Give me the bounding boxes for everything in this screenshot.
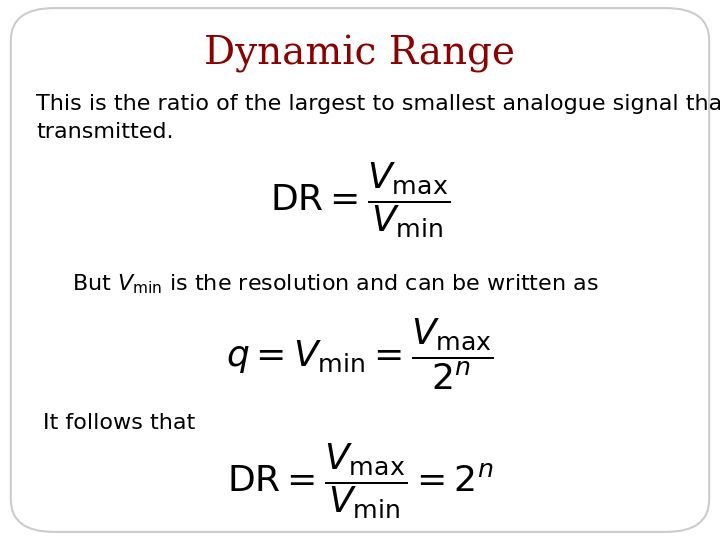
Text: $q = V_{\mathrm{min}} = \dfrac{V_{\mathrm{max}}}{2^n}$: $q = V_{\mathrm{min}} = \dfrac{V_{\mathr… (226, 316, 494, 392)
Text: $\mathrm{DR} = \dfrac{V_{\mathrm{max}}}{V_{\mathrm{min}}}$: $\mathrm{DR} = \dfrac{V_{\mathrm{max}}}{… (270, 160, 450, 240)
Text: It follows that: It follows that (43, 413, 195, 433)
Text: This is the ratio of the largest to smallest analogue signal that can be: This is the ratio of the largest to smal… (36, 94, 720, 114)
FancyBboxPatch shape (11, 8, 709, 532)
Text: transmitted.: transmitted. (36, 122, 174, 141)
Text: Dynamic Range: Dynamic Range (204, 35, 516, 73)
Text: But $V_{\mathrm{min}}$ is the resolution and can be written as: But $V_{\mathrm{min}}$ is the resolution… (72, 273, 599, 296)
Text: $\mathrm{DR} = \dfrac{V_{\mathrm{max}}}{V_{\mathrm{min}}} = 2^n$: $\mathrm{DR} = \dfrac{V_{\mathrm{max}}}{… (227, 441, 493, 521)
